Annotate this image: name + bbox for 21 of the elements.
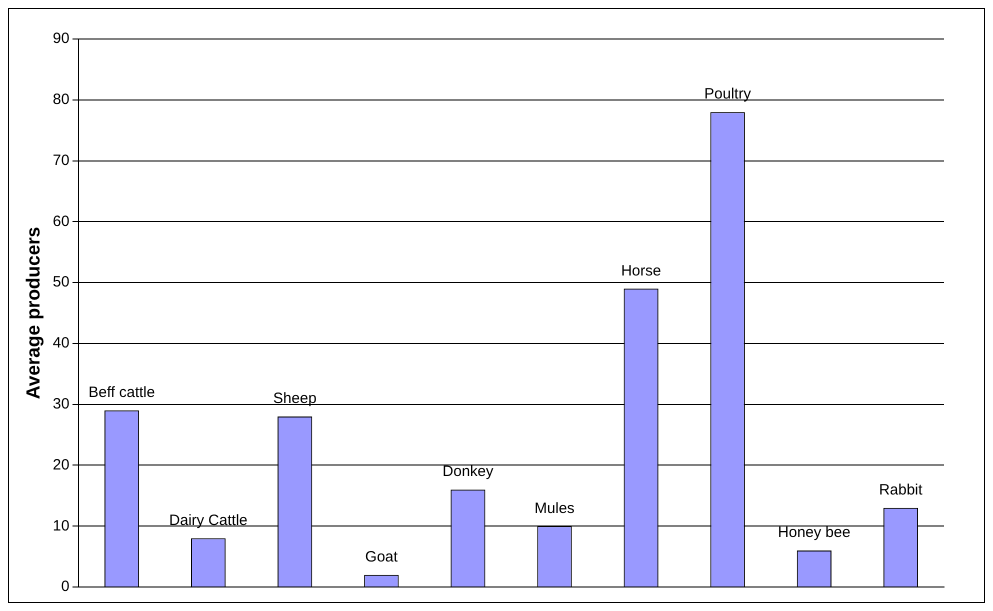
x-tick-label: Beff cattle bbox=[88, 384, 155, 402]
y-tick-label: 10 bbox=[52, 517, 70, 534]
x-tick-label: Honey bee bbox=[778, 524, 850, 542]
x-tick-label: Rabbit bbox=[879, 481, 924, 498]
y-tick-label: 80 bbox=[52, 91, 70, 108]
x-tick-label: Horse bbox=[621, 262, 662, 280]
x-tick-label: Mules bbox=[534, 500, 575, 517]
y-axis-title: Average producers bbox=[24, 226, 45, 400]
x-tick-label: Goat bbox=[365, 548, 398, 566]
y-tick-label: 90 bbox=[52, 30, 70, 48]
y-tick-label: 50 bbox=[52, 274, 70, 291]
x-tick-label: Sheep bbox=[273, 390, 317, 408]
y-tick-label: 60 bbox=[52, 212, 70, 230]
y-tick-label: 0 bbox=[61, 578, 70, 596]
x-tick-label: Poultry bbox=[704, 86, 752, 103]
y-tick-label: 70 bbox=[52, 152, 70, 169]
y-tick-label: 40 bbox=[52, 334, 70, 352]
x-tick-label: Donkey bbox=[442, 463, 494, 480]
y-tick-label: 30 bbox=[52, 395, 70, 412]
y-tick-label: 20 bbox=[52, 456, 70, 474]
x-tick-label: Dairy Cattle bbox=[169, 512, 248, 529]
